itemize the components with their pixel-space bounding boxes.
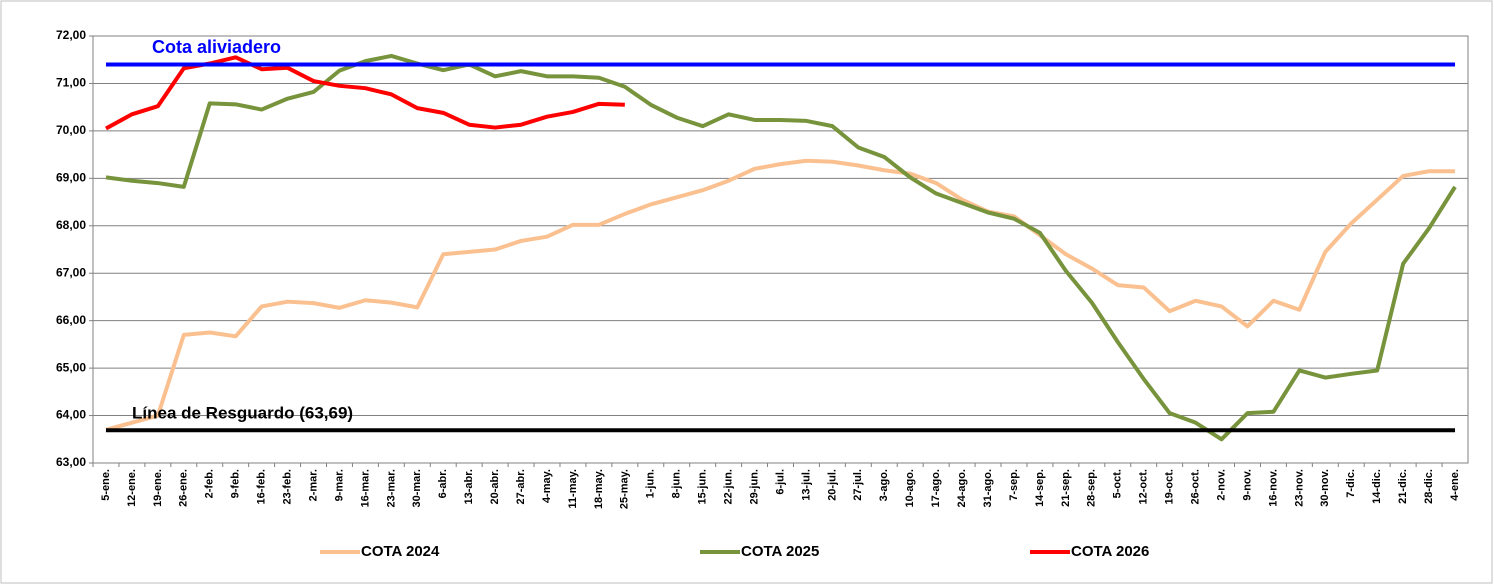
legend-label: COTA 2024: [361, 543, 440, 560]
x-tick-label: 16-nov.: [1267, 469, 1279, 507]
x-tick-label: 19-oct.: [1164, 469, 1176, 504]
x-tick-label: 31-ago.: [982, 469, 994, 508]
y-tick-label: 65,00: [56, 360, 86, 374]
x-tick-label: 12-ene.: [126, 469, 138, 507]
x-tick-label: 3-ago.: [878, 469, 890, 501]
reference-label: Cota aliviadero: [152, 37, 281, 57]
x-tick-label: 27-abr.: [515, 469, 527, 504]
y-tick-label: 68,00: [56, 218, 86, 232]
x-tick-label: 6-jul.: [774, 469, 786, 495]
x-tick-label: 24-ago.: [956, 469, 968, 508]
x-tick-label: 30-mar.: [411, 469, 423, 508]
x-tick-label: 25-may.: [619, 469, 631, 509]
y-tick-label: 70,00: [56, 123, 86, 137]
x-tick-label: 22-jun.: [723, 469, 735, 504]
x-tick-label: 20-abr.: [489, 469, 501, 504]
x-tick-label: 5-ene.: [100, 469, 112, 501]
x-tick-label: 4-may.: [541, 469, 553, 503]
y-tick-label: 63,00: [56, 455, 86, 469]
x-tick-label: 15-jun.: [697, 469, 709, 504]
x-tick-label: 14-sep.: [1034, 469, 1046, 507]
x-tick-label: 11-may.: [567, 469, 579, 509]
x-tick-label: 18-may.: [593, 469, 605, 509]
y-tick-label: 72,00: [56, 28, 86, 42]
x-tick-label: 16-feb.: [256, 469, 268, 504]
x-tick-label: 12-oct.: [1138, 469, 1150, 504]
x-tick-label: 19-ene.: [152, 469, 164, 507]
x-tick-label: 9-mar.: [333, 469, 345, 501]
y-tick-label: 69,00: [56, 171, 86, 185]
x-tick-label: 20-jul.: [826, 469, 838, 501]
x-tick-label: 9-feb.: [230, 469, 242, 498]
x-tick-label: 29-jun.: [748, 469, 760, 504]
x-tick-label: 30-nov.: [1319, 469, 1331, 507]
x-tick-label: 21-dic.: [1397, 469, 1409, 504]
x-tick-label: 13-abr.: [463, 469, 475, 504]
legend-label: COTA 2025: [741, 543, 819, 560]
x-tick-label: 2-feb.: [204, 469, 216, 498]
x-tick-label: 28-dic.: [1423, 469, 1435, 504]
x-tick-label: 2-nov.: [1215, 469, 1227, 501]
x-tick-label: 8-jun.: [671, 469, 683, 498]
series-line: [105, 55, 625, 131]
x-tick-label: 5-oct.: [1112, 469, 1124, 498]
series-line: [105, 158, 1456, 432]
x-tick-label: 7-sep.: [1008, 469, 1020, 501]
x-tick-label: 1-jun.: [645, 469, 657, 498]
x-tick-label: 2-mar.: [307, 469, 319, 501]
x-tick-label: 21-sep.: [1060, 469, 1072, 507]
x-tick-label: 16-mar.: [359, 469, 371, 508]
legend-label: COTA 2026: [1071, 543, 1149, 560]
x-tick-label: 26-oct.: [1190, 469, 1202, 504]
x-tick-label: 4-ene.: [1449, 469, 1461, 501]
y-tick-label: 67,00: [56, 265, 86, 279]
x-tick-label: 13-jul.: [800, 469, 812, 501]
reference-label: Línea de Resguardo (63,69): [132, 404, 353, 423]
x-tick-label: 28-sep.: [1086, 469, 1098, 507]
x-tick-label: 6-abr.: [437, 469, 449, 498]
x-tick-label: 10-ago.: [904, 469, 916, 508]
x-tick-label: 27-jul.: [852, 469, 864, 501]
x-tick-label: 26-ene.: [178, 469, 190, 507]
x-tick-label: 17-ago.: [930, 469, 942, 508]
x-tick-label: 23-feb.: [281, 469, 293, 504]
y-tick-label: 66,00: [56, 313, 86, 327]
x-tick-label: 23-nov.: [1293, 469, 1305, 507]
y-tick-label: 64,00: [56, 408, 86, 422]
x-tick-label: 23-mar.: [385, 469, 397, 508]
x-tick-label: 9-nov.: [1241, 469, 1253, 501]
x-tick-label: 7-dic.: [1345, 469, 1357, 498]
y-tick-label: 71,00: [56, 76, 86, 90]
x-tick-label: 14-dic.: [1371, 469, 1383, 504]
